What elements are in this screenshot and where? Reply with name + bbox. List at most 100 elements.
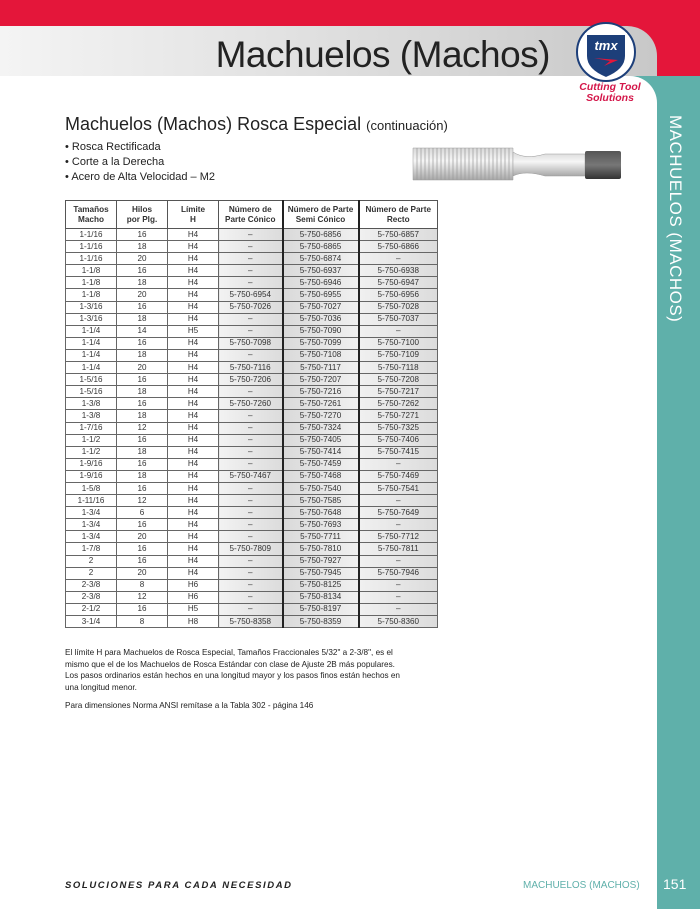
table-cell: 1-3/16 xyxy=(65,312,117,326)
table-row: 1-5/8 16 H4–5-750-7540 5-750-7541 xyxy=(65,481,438,496)
table-header-row: Tamaños Macho Hilos por Plg. Límite H Número d… xyxy=(65,200,438,229)
section-title-suffix: (continuación) xyxy=(366,118,448,133)
table-cell: 1-7/8 xyxy=(65,542,117,556)
table-cell: – xyxy=(357,602,438,617)
column-header-line: Macho xyxy=(78,214,104,224)
table-cell: 5-750-6856 xyxy=(281,227,359,242)
table-cell: – xyxy=(218,409,283,423)
column-header-line: Semi Cónico xyxy=(295,214,346,224)
table-cell: 5-750-6938 xyxy=(357,264,438,278)
table-cell: H4 xyxy=(167,385,219,399)
table-cell: 1-3/16 xyxy=(65,300,117,314)
ansi-reference: Para dimensiones Norma ANSI remítase a l… xyxy=(65,701,314,710)
table-cell: 5-750-7945 xyxy=(281,566,359,580)
table-cell: 5-750-7100 xyxy=(357,336,438,350)
table-cell: 18 xyxy=(116,469,168,483)
table-row: 1-1/4 14 H5–5-750-7090– xyxy=(65,324,438,338)
table-cell: 1-5/16 xyxy=(65,373,117,387)
table-row: 1-1/2 18 H4–5-750-7414 5-750-7415 xyxy=(65,445,438,459)
table-cell: 5-750-7217 xyxy=(357,385,438,399)
table-row: 1-1/16 18 H4–5-750-6865 5-750-6866 xyxy=(65,240,438,254)
table-cell: – xyxy=(218,506,283,520)
table-cell: H8 xyxy=(167,614,219,629)
table-cell: 5-750-7027 xyxy=(281,300,359,314)
table-cell: 5-750-8360 xyxy=(357,614,438,629)
table-cell: 5-750-7541 xyxy=(357,481,438,496)
table-cell: 5-750-7540 xyxy=(281,481,359,496)
table-cell: 3-1/4 xyxy=(65,614,117,629)
table-cell: – xyxy=(218,421,283,435)
table-cell: H4 xyxy=(167,348,219,363)
table-cell: 8 xyxy=(116,578,168,592)
table-cell: 5-750-8197 xyxy=(281,602,359,617)
table-row: 1-5/16 16 H4 5-750-7206 5-750-7207 5-750-7208 xyxy=(65,373,438,387)
table-cell: 5-750-7469 xyxy=(357,469,438,483)
table-cell: – xyxy=(218,481,283,496)
table-cell: – xyxy=(218,240,283,254)
table-cell: 5-750-6857 xyxy=(357,227,438,242)
table-cell: 1-9/16 xyxy=(65,469,117,483)
table-cell: 5-750-7037 xyxy=(357,312,438,326)
table-cell: – xyxy=(218,590,283,604)
table-cell: H4 xyxy=(167,457,219,471)
table-cell: H4 xyxy=(167,312,219,326)
table-cell: H4 xyxy=(167,554,219,568)
table-cell: 5-750-7324 xyxy=(281,421,359,435)
table-cell: 1-1/8 xyxy=(65,264,117,278)
column-header: Tamaños Macho xyxy=(65,200,117,229)
table-cell: 5-750-7946 xyxy=(357,566,438,580)
table-row: 1-11/16 12 H4–5-750-7585– xyxy=(65,494,438,508)
table-cell: 1-3/4 xyxy=(65,506,117,520)
feature-item: Corte a la Derecha xyxy=(65,155,215,170)
table-cell: 5-750-7810 xyxy=(281,542,359,556)
table-cell: – xyxy=(218,494,283,508)
table-cell: – xyxy=(357,518,438,532)
table-cell: H4 xyxy=(167,227,219,242)
column-header: Número de Parte Recto xyxy=(357,200,438,229)
table-cell: 1-3/4 xyxy=(65,518,117,532)
table-cell: 16 xyxy=(116,433,168,447)
table-cell: 5-750-7468 xyxy=(281,469,359,483)
table-cell: 5-750-7109 xyxy=(357,348,438,363)
table-cell: 16 xyxy=(116,227,168,242)
note-paragraph: El límite H para Machuelos de Rosca Espe… xyxy=(65,648,400,692)
column-header: Número de Parte Cónico xyxy=(218,200,283,229)
table-cell: 16 xyxy=(116,554,168,568)
column-header-line: Hilos xyxy=(131,205,153,214)
table-cell: – xyxy=(357,494,438,508)
table-cell: H5 xyxy=(167,602,219,617)
header-title-bar xyxy=(0,26,657,76)
table-cell: 12 xyxy=(116,590,168,604)
table-cell: – xyxy=(218,518,283,532)
table-cell: 5-750-7414 xyxy=(281,445,359,459)
table-cell: 2-1/2 xyxy=(65,602,117,617)
table-cell: 18 xyxy=(116,385,168,399)
table-cell: 5-750-6866 xyxy=(357,240,438,254)
table-cell: 1-1/4 xyxy=(65,324,117,338)
table-row: 1-1/16 20 H4–5-750-6874– xyxy=(65,252,438,266)
table-cell: – xyxy=(218,348,283,363)
table-cell: 5-750-7585 xyxy=(281,494,359,508)
table-cell: 5-750-6954 xyxy=(218,288,283,302)
table-cell: H4 xyxy=(167,409,219,423)
table-cell: 5-750-6946 xyxy=(281,276,359,290)
section-title: Machuelos (Machos) Rosca Especial (conti… xyxy=(65,114,448,135)
table-cell: 16 xyxy=(116,542,168,556)
table-cell: – xyxy=(357,590,438,604)
table-cell: 20 xyxy=(116,566,168,580)
table-cell: 1-1/16 xyxy=(65,240,117,254)
table-cell: H4 xyxy=(167,445,219,459)
table-cell: 5-750-8125 xyxy=(281,578,359,592)
table-cell: H4 xyxy=(167,481,219,496)
feature-item: Rosca Rectificada xyxy=(65,140,215,155)
table-row: 1-1/16 16 H4–5-750-6856 5-750-6857 xyxy=(65,227,438,242)
table-cell: – xyxy=(218,433,283,447)
table-cell: 18 xyxy=(116,312,168,326)
table-cell: H4 xyxy=(167,542,219,556)
table-cell: H4 xyxy=(167,288,219,302)
table-cell: 2 xyxy=(65,554,117,568)
table-cell: – xyxy=(218,530,283,544)
table-cell: 5-750-7207 xyxy=(281,373,359,387)
table-cell: 5-750-7927 xyxy=(281,554,359,568)
table-cell: 5-750-6947 xyxy=(357,276,438,290)
